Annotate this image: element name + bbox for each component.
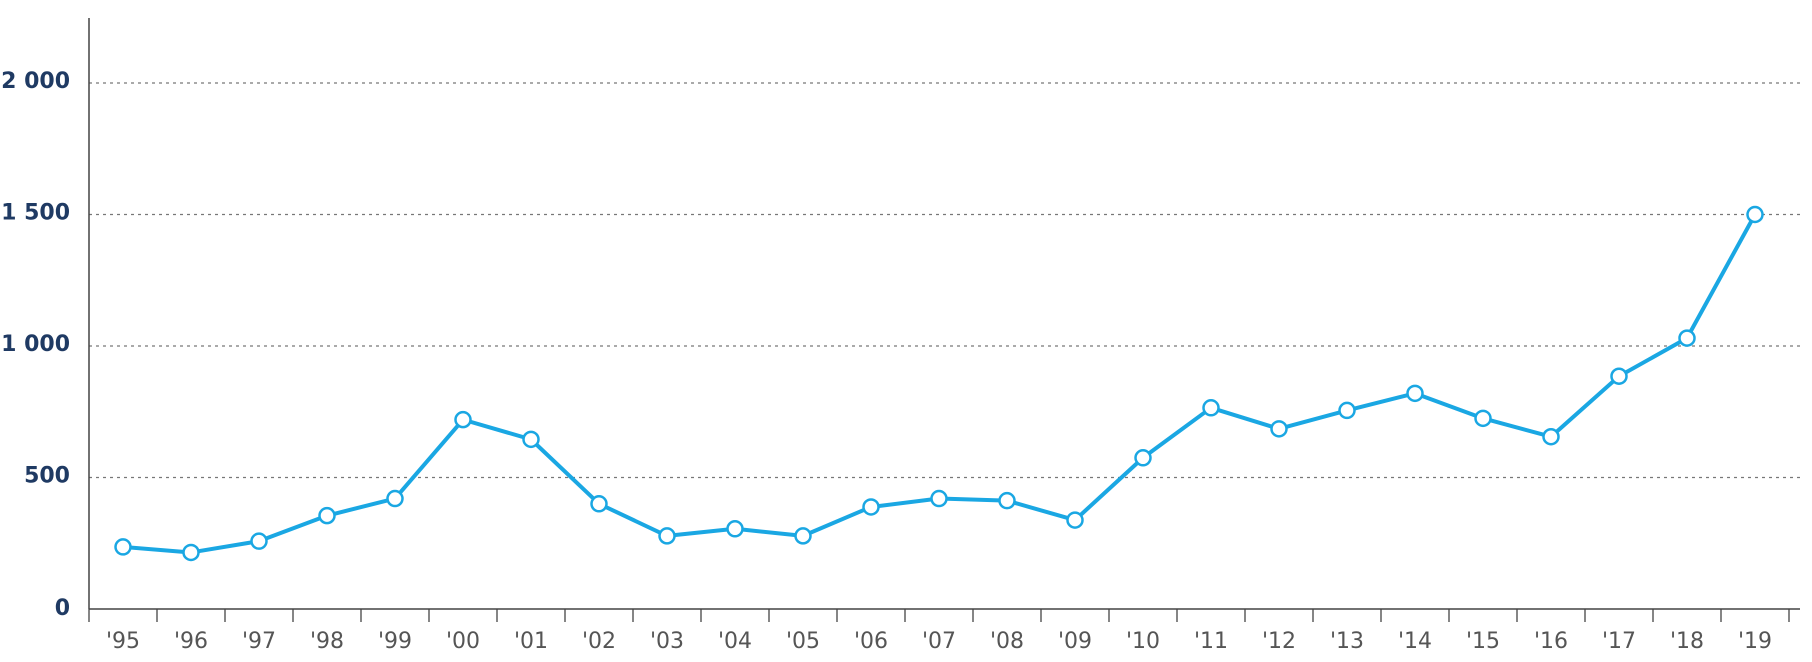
x-tick-label: '11 — [1194, 629, 1228, 654]
x-tick-label: '00 — [446, 629, 480, 654]
data-point — [182, 543, 200, 562]
data-point — [522, 430, 540, 449]
series-group — [114, 205, 1764, 562]
data-point — [1270, 420, 1288, 438]
data-point — [1202, 399, 1220, 417]
x-tick-label: '97 — [242, 629, 276, 654]
data-point — [1678, 329, 1696, 347]
data-point — [318, 506, 336, 525]
data-point — [1746, 205, 1764, 224]
data-point — [590, 495, 608, 513]
data-point — [250, 532, 268, 550]
x-tick-label: '99 — [378, 629, 412, 654]
x-tick-label: '08 — [990, 629, 1024, 654]
y-tick-label: 500 — [24, 464, 70, 489]
data-point — [930, 489, 948, 508]
x-tick-label: '02 — [582, 629, 616, 654]
x-tick-label: '12 — [1262, 629, 1296, 654]
x-tick-label: '13 — [1330, 629, 1364, 654]
x-tick-label: '14 — [1398, 629, 1432, 654]
data-point — [1338, 401, 1356, 420]
x-tick-label: '98 — [310, 629, 344, 654]
y-axis-ticks: 0 500 1 000 1 500 2 000 — [1, 69, 70, 621]
y-tick-label: 0 — [55, 596, 70, 621]
grid-lines — [89, 82, 1800, 479]
data-point — [862, 498, 880, 516]
data-point — [658, 527, 676, 545]
data-point — [1474, 409, 1492, 428]
data-point — [1610, 367, 1628, 385]
y-tick-label: 1 000 — [1, 332, 70, 357]
data-point — [1406, 384, 1424, 403]
data-point — [1134, 449, 1152, 467]
x-tick-label: '03 — [650, 629, 684, 654]
x-tick-label: '09 — [1058, 629, 1092, 654]
data-point — [454, 410, 472, 429]
data-point — [1542, 427, 1560, 446]
x-tick-label: '04 — [718, 629, 752, 654]
y-tick-label: 1 500 — [1, 201, 70, 226]
x-tick-label: '17 — [1602, 629, 1636, 654]
y-tick-label: 2 000 — [1, 69, 70, 94]
data-point — [998, 491, 1016, 510]
data-point — [114, 538, 132, 556]
x-tick-label: '18 — [1670, 629, 1704, 654]
x-tick-label: '15 — [1466, 629, 1500, 654]
x-tick-label: '06 — [854, 629, 888, 654]
x-tick-label: '19 — [1738, 629, 1772, 654]
x-tick-label: '10 — [1126, 629, 1160, 654]
data-point — [386, 489, 404, 508]
x-tick-label: '16 — [1534, 629, 1568, 654]
x-tick-label: '01 — [514, 629, 548, 654]
x-tick-label: '96 — [174, 629, 208, 654]
x-tick-label: '05 — [786, 629, 820, 654]
x-tick-label: '95 — [106, 629, 140, 654]
x-axis-ticks: '95 '96 '97 '98 '99 '00 '01 '02 '03 '04 '05 '06 '07 '… — [88, 609, 1790, 654]
data-point — [726, 520, 744, 538]
x-tick-label: '07 — [922, 629, 956, 654]
data-point — [794, 527, 812, 545]
data-point — [1066, 511, 1084, 529]
